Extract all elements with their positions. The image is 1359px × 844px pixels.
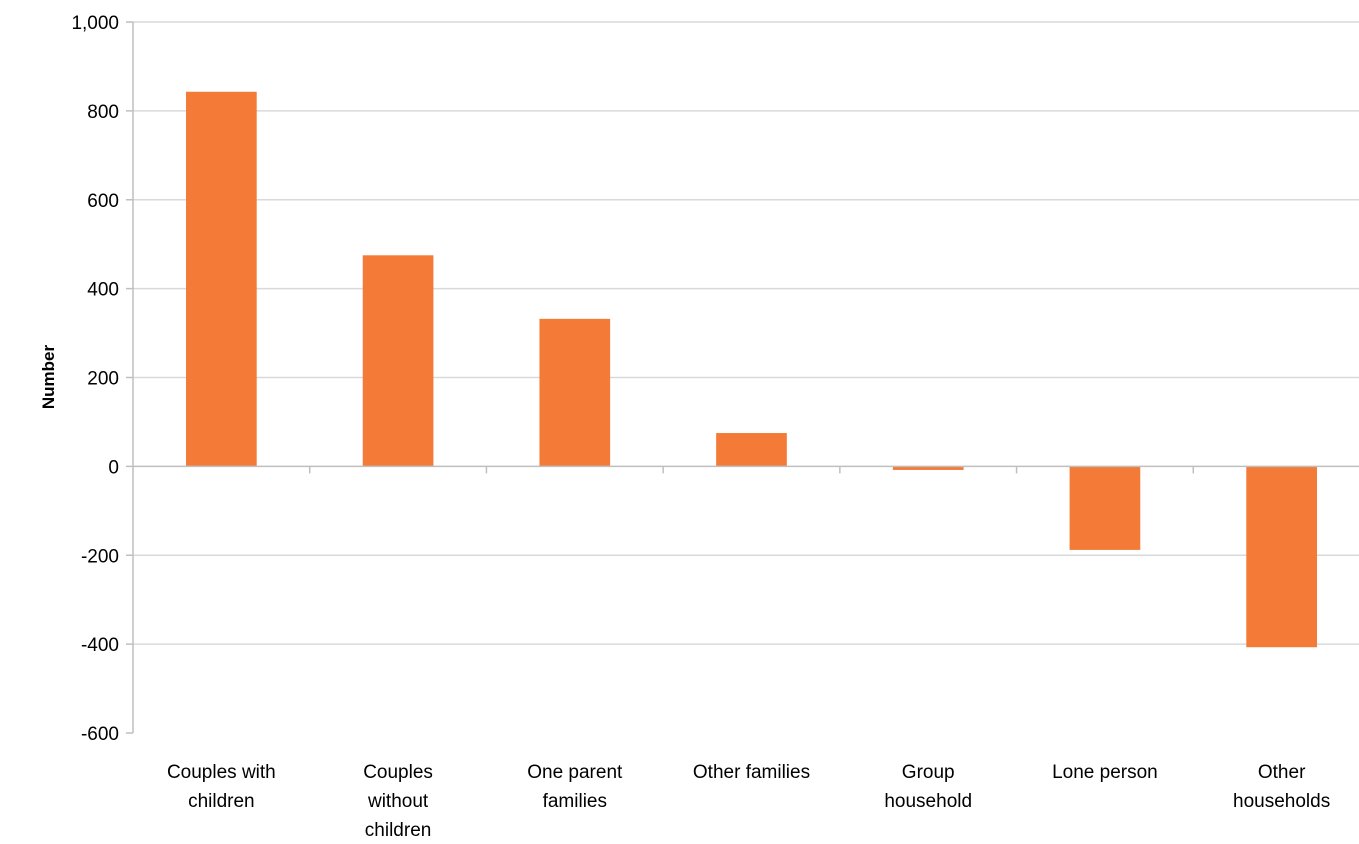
bar — [362, 255, 434, 467]
bar — [1069, 466, 1141, 550]
x-category-label-line: Other families — [693, 762, 810, 783]
x-category-label: One parent families — [527, 762, 623, 812]
x-category-labels: Couples with children Couples without childr… — [167, 762, 1330, 841]
y-axis-title: Number — [39, 345, 58, 410]
x-category-label-line: Couples with — [167, 762, 276, 783]
x-category-label: Other households — [1233, 762, 1330, 812]
bar — [1246, 466, 1317, 648]
x-category-label-line: without — [367, 791, 429, 812]
y-tick-label: 1,000 — [71, 13, 119, 34]
x-category-label: Lone person — [1052, 762, 1158, 783]
x-category-label-line: children — [188, 791, 255, 812]
x-category-label: Couples with children — [167, 762, 276, 812]
y-tick-label: -600 — [81, 724, 119, 745]
x-category-label-line: Other — [1258, 762, 1306, 783]
y-tick-label: -400 — [81, 635, 119, 656]
x-category-label: Group household — [884, 762, 972, 812]
y-tick-label: 600 — [87, 191, 119, 212]
x-category-label-line: children — [365, 820, 432, 841]
x-category-label: Other families — [693, 762, 810, 783]
x-category-label-line: Group — [902, 762, 955, 783]
bars — [186, 91, 1317, 648]
bar — [716, 433, 787, 467]
bar — [539, 318, 611, 467]
x-category-label-line: One parent — [527, 762, 623, 783]
x-category-label-line: families — [543, 791, 607, 812]
axes — [132, 22, 1359, 733]
y-tick-labels: 1,000 800 600 400 200 0 -200 -400 -600 — [71, 13, 119, 745]
y-tick-label: 400 — [87, 280, 119, 301]
x-category-label-line: Couples — [363, 762, 433, 783]
y-tick-label: 200 — [87, 369, 119, 390]
y-tick-label: 0 — [108, 457, 119, 478]
x-category-label: Couples without children — [363, 762, 433, 841]
y-tick-label: 800 — [87, 102, 119, 123]
bar — [186, 91, 257, 467]
y-tick-label: -200 — [81, 546, 119, 567]
x-category-label-line: households — [1233, 791, 1330, 812]
x-category-label-line: household — [884, 791, 972, 812]
gridlines — [126, 21, 1359, 734]
x-category-label-line: Lone person — [1052, 762, 1158, 783]
bar — [892, 466, 964, 470]
